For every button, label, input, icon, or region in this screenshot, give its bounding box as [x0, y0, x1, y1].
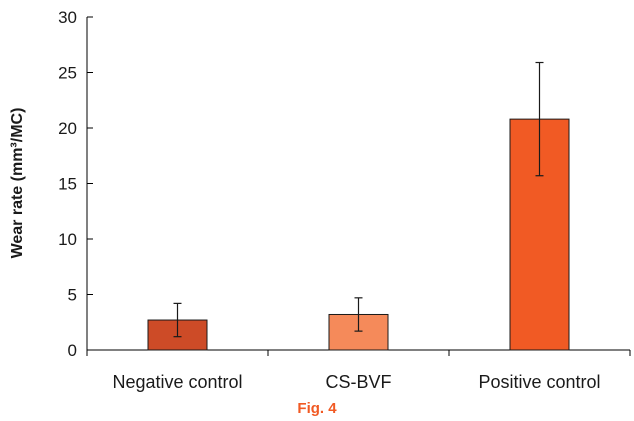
error-bar: [535, 61, 544, 177]
y-tick-label: 0: [68, 341, 77, 360]
error-bars: [173, 61, 544, 338]
error-bar: [354, 297, 363, 332]
x-axis: [86, 349, 631, 356]
y-axis-title: Wear rate (mm³/MC): [9, 108, 26, 259]
figure-caption: Fig. 4: [297, 400, 337, 417]
y-tick-label: 10: [58, 230, 77, 249]
error-bar: [173, 302, 182, 338]
y-tick-label: 15: [58, 175, 77, 194]
x-category-label: Negative control: [112, 372, 242, 392]
y-tick-label: 20: [58, 119, 77, 138]
x-category-label: Positive control: [478, 372, 600, 392]
y-axis: 0 5 10 15 20 25 30: [58, 8, 93, 360]
bar-cs-bvf: [328, 313, 389, 351]
y-tick-label: 5: [68, 286, 77, 305]
y-tick-label: 25: [58, 64, 77, 83]
x-category-label: CS-BVF: [325, 372, 391, 392]
y-tick-label: 30: [58, 8, 77, 27]
category-labels: Negative control CS-BVF Positive control: [112, 372, 600, 392]
